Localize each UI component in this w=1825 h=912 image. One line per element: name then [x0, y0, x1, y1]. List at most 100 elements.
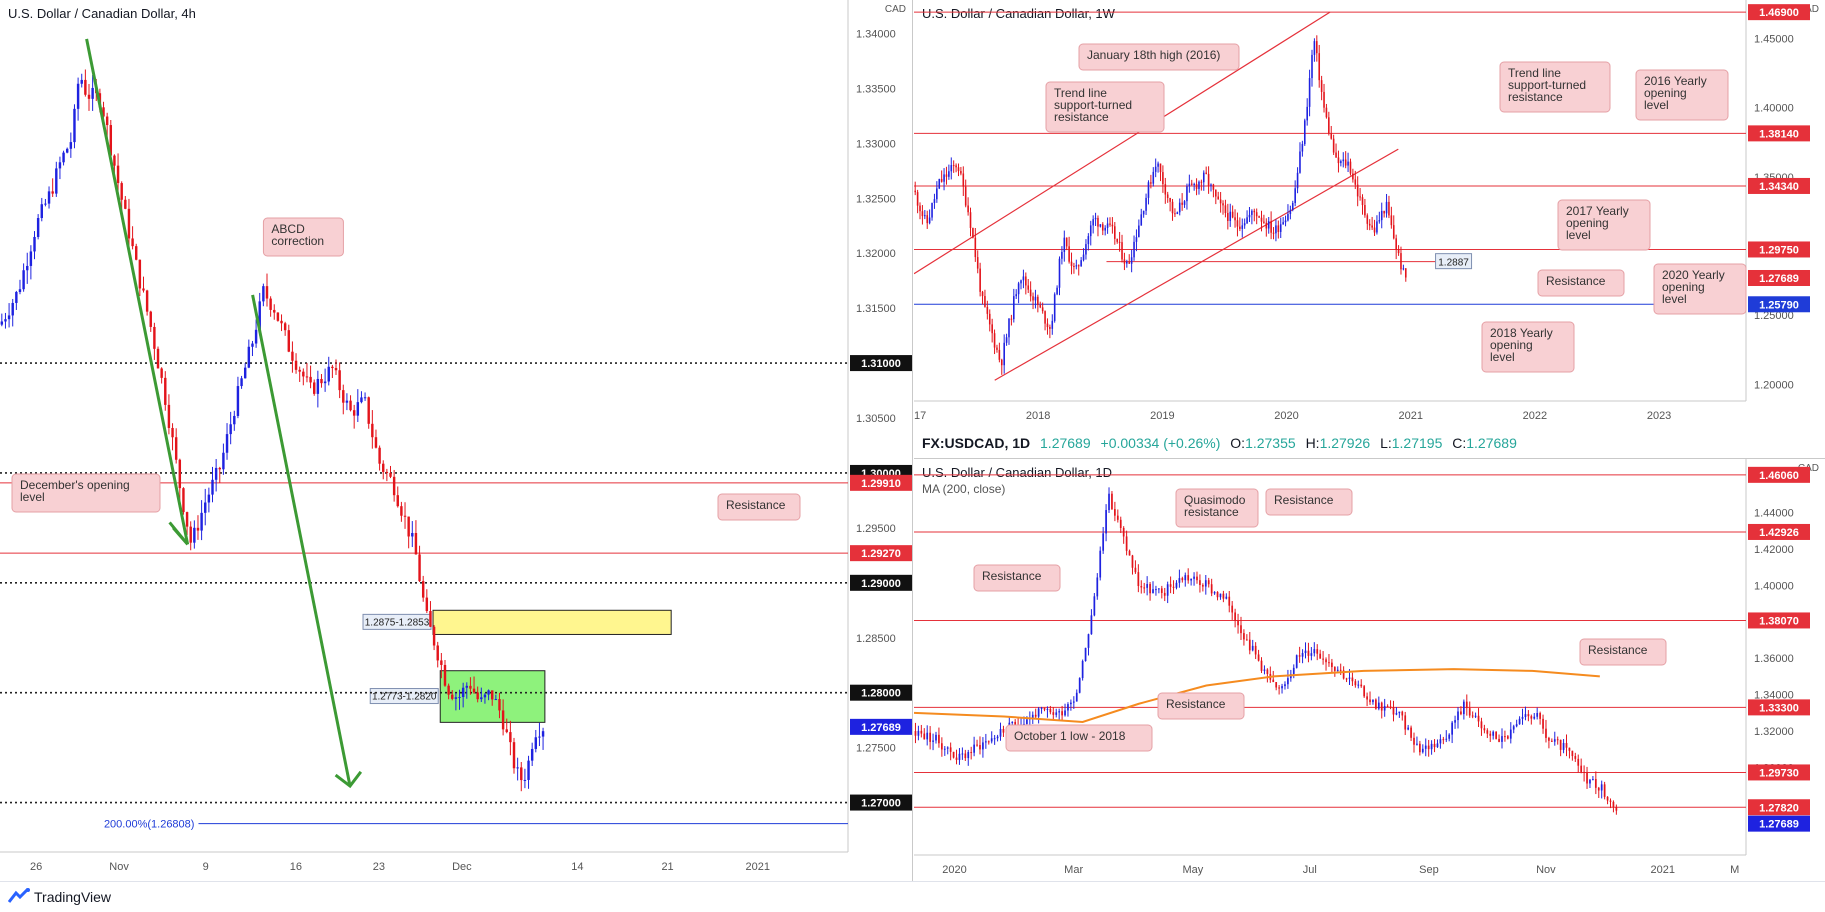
- w1-candle: [1205, 172, 1207, 174]
- w1-candle: [1171, 201, 1174, 214]
- w1-candle: [1402, 268, 1405, 270]
- d1-candle: [1026, 719, 1028, 724]
- symbol-label[interactable]: FX:USDCAD, 1D: [922, 435, 1031, 451]
- callout-december: [11, 473, 161, 513]
- h4-candle: [109, 125, 113, 156]
- h4-chart[interactable]: U.S. Dollar / Canadian Dollar, 4h CAD 1.34…: [0, 0, 912, 881]
- d1-candle: [1284, 684, 1286, 687]
- w1-candle: [1395, 238, 1397, 250]
- d1-candle: [1240, 625, 1242, 634]
- level-label: 1.27000: [861, 798, 901, 810]
- d1-candle: [1184, 575, 1187, 581]
- d1-candle: [1360, 684, 1363, 687]
- d1-candle: [926, 732, 929, 740]
- level-tag: [1748, 241, 1810, 258]
- d1-candle: [1222, 593, 1225, 599]
- level-tag: [1748, 699, 1810, 716]
- h4-candle: [534, 737, 538, 749]
- callout-2017-text: level: [1566, 228, 1591, 242]
- callout-resistance-3: [1579, 638, 1667, 666]
- d1-candle: [1146, 584, 1149, 588]
- d1-candle: [1380, 702, 1383, 711]
- level-tag: [850, 545, 912, 562]
- y-tick-label: 1.33500: [856, 83, 896, 95]
- brand-name[interactable]: TradingView: [34, 889, 112, 905]
- d1-candle: [1169, 584, 1172, 587]
- y-tick-label: 1.32500: [856, 193, 896, 205]
- d1-candle: [1454, 720, 1456, 723]
- d1-candle: [1539, 713, 1541, 719]
- d1-candle: [987, 741, 990, 743]
- w1-candle: [974, 237, 977, 258]
- h4-candle: [47, 191, 51, 204]
- w1-candle: [1265, 222, 1268, 229]
- x-tick-label: 2021: [1398, 410, 1422, 422]
- w1-candle: [1106, 223, 1109, 228]
- w1-candle: [960, 171, 962, 174]
- d1-candle: [1474, 715, 1477, 717]
- weekly-chart[interactable]: U.S. Dollar / Canadian Dollar, 1WCAD1.45…: [902, 0, 1825, 428]
- daily-chart[interactable]: U.S. Dollar / Canadian Dollar, 1DCADMA (…: [913, 459, 1825, 881]
- d1-candle: [1568, 747, 1571, 751]
- w1-candle: [1015, 294, 1018, 297]
- callout-2020-text: level: [1662, 292, 1687, 306]
- h4-candle: [207, 494, 211, 503]
- d1-candle: [1181, 578, 1184, 581]
- w1-candle: [1296, 172, 1299, 189]
- h4-chart-panel[interactable]: U.S. Dollar / Canadian Dollar, 4h CAD 1.34…: [0, 0, 913, 881]
- h4-candle: [40, 204, 43, 219]
- tradingview-logo-icon[interactable]: [8, 888, 30, 904]
- d1-candle: [1363, 686, 1366, 697]
- y-tick-label: 1.40000: [1754, 103, 1794, 115]
- d1-candle: [1152, 589, 1154, 594]
- callout-resistance-1-text: Resistance: [1274, 493, 1334, 507]
- w1-candle: [1263, 221, 1265, 223]
- w1-candle: [955, 165, 957, 168]
- callout-abcd: [262, 217, 344, 257]
- level-tag: [1748, 612, 1810, 629]
- h4-candle: [458, 696, 461, 698]
- w1-candle: [1380, 210, 1383, 221]
- d1-candle: [1263, 669, 1266, 671]
- h4-candle: [73, 108, 76, 143]
- w1-candle: [1219, 199, 1222, 204]
- w1-candle: [1025, 276, 1027, 286]
- d1-candle: [938, 734, 940, 744]
- callout-2018: [1481, 321, 1575, 373]
- d1-candle: [1043, 707, 1046, 710]
- lower-trend-line: [994, 148, 1399, 381]
- w1-candle: [1212, 184, 1215, 190]
- h4-candle: [280, 320, 283, 324]
- level-label: 1.46900: [1759, 7, 1799, 19]
- w1-candle: [967, 205, 969, 213]
- w1-candle: [1037, 296, 1039, 306]
- h4-candle: [58, 162, 62, 169]
- d1-candle: [1506, 736, 1509, 739]
- callout-resistance-2: [973, 564, 1061, 592]
- x-tick-label: Dec: [452, 861, 472, 873]
- w1-candle: [1152, 171, 1155, 184]
- open-label: O:: [1230, 435, 1246, 451]
- h4-candle: [316, 378, 320, 394]
- h4-candle: [392, 476, 396, 496]
- w1-candle: [928, 217, 931, 224]
- d1-candle: [1119, 519, 1122, 528]
- w1-candle: [1215, 189, 1217, 197]
- h4-candle: [44, 203, 47, 205]
- x-tick-label: 2020: [942, 864, 966, 876]
- y-tick-label: 1.32000: [1754, 726, 1794, 738]
- w1-candle: [1318, 53, 1321, 81]
- d1-candle: [1287, 678, 1289, 685]
- w1-candle: [969, 212, 972, 228]
- zone-yellow: [432, 609, 672, 635]
- level-label: 1.29730: [1759, 767, 1799, 779]
- d1-candle: [1407, 727, 1410, 730]
- h4-candle: [382, 463, 385, 472]
- level-label: 1.25790: [1759, 299, 1799, 311]
- weekly-chart-panel[interactable]: U.S. Dollar / Canadian Dollar, 1WCAD1.45…: [902, 0, 1825, 429]
- daily-chart-panel[interactable]: U.S. Dollar / Canadian Dollar, 1DCADMA (…: [913, 459, 1825, 881]
- d1-candle: [1439, 739, 1442, 744]
- h4-candle: [331, 366, 334, 369]
- callout-resistance-text: Resistance: [726, 498, 786, 512]
- x-tick-label: Nov: [1536, 864, 1556, 876]
